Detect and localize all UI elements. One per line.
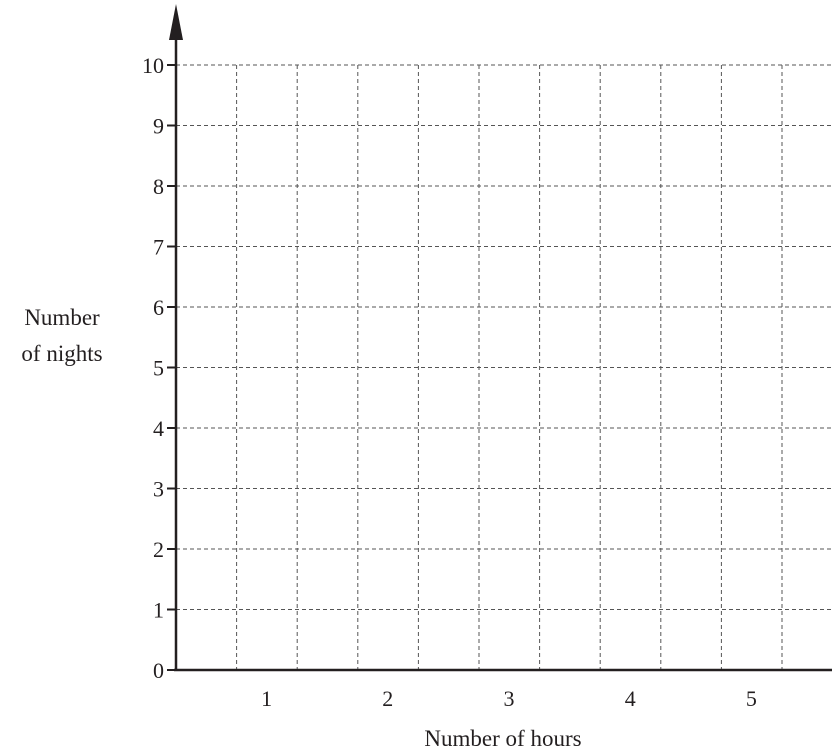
- x-tick-label: 4: [625, 686, 636, 711]
- y-axis-ticks: 0 1 2 3 4 5 6 7 8 9 10: [142, 53, 176, 683]
- x-axis-ticks: 1 2 3 4 5: [261, 686, 757, 711]
- axes: [169, 4, 832, 672]
- y-tick-label: 0: [153, 658, 164, 683]
- y-tick-label: 8: [153, 174, 164, 199]
- y-tick-label: 2: [153, 537, 164, 562]
- y-tick-label: 6: [153, 295, 164, 320]
- x-tick-label: 1: [261, 686, 272, 711]
- x-tick-label: 2: [382, 686, 393, 711]
- y-tick-label: 1: [153, 598, 164, 623]
- y-tick-label: 9: [153, 114, 164, 139]
- y-tick-label: 10: [142, 53, 164, 78]
- x-tick-label: 5: [746, 686, 757, 711]
- y-axis-arrowhead: [169, 4, 183, 40]
- y-tick-label: 7: [153, 235, 164, 260]
- y-axis-label-line-1: Number: [24, 305, 100, 330]
- grid-lines: [176, 64, 832, 670]
- x-tick-label: 3: [504, 686, 515, 711]
- y-tick-label: 3: [153, 477, 164, 502]
- y-tick-label: 4: [153, 416, 164, 441]
- x-axis-label: Number of hours: [424, 726, 581, 751]
- y-axis-label-line-2: of nights: [21, 341, 102, 366]
- y-tick-label: 5: [153, 356, 164, 381]
